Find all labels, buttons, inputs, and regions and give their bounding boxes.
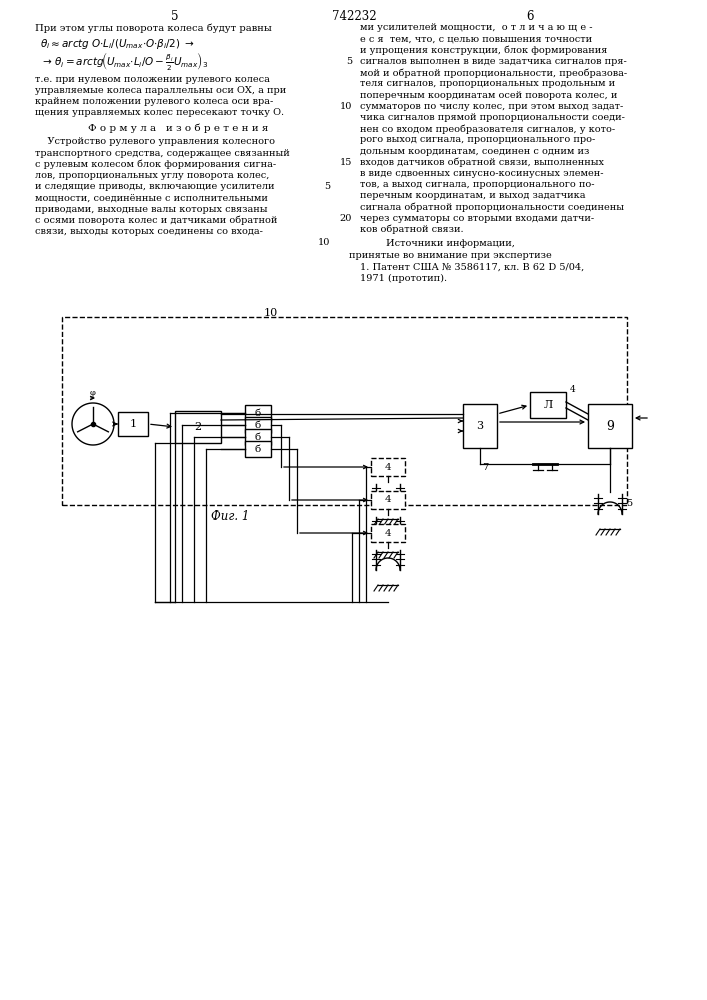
Bar <box>62 317 627 505</box>
Text: приводами, выходные валы которых связаны: приводами, выходные валы которых связаны <box>35 205 267 214</box>
Text: 4: 4 <box>385 462 391 472</box>
Bar <box>371 458 405 476</box>
Bar <box>371 491 405 509</box>
Text: $\rightarrow\,\theta_i = arctg\!\left(U_{max}{\cdot}L_i / O - \frac{\beta_i}{2}U: $\rightarrow\,\theta_i = arctg\!\left(U_… <box>40 50 209 72</box>
Text: 5: 5 <box>346 57 352 66</box>
Text: 4: 4 <box>385 495 391 504</box>
Bar <box>245 429 271 445</box>
Text: б: б <box>255 432 261 442</box>
Text: Фиг. 1: Фиг. 1 <box>211 510 249 524</box>
Text: тов, а выход сигнала, пропорционального по-: тов, а выход сигнала, пропорционального … <box>360 180 595 189</box>
Text: б: б <box>255 444 261 454</box>
Text: и следящие приводы, включающие усилители: и следящие приводы, включающие усилители <box>35 182 274 191</box>
Text: 15: 15 <box>339 158 352 167</box>
Bar <box>245 441 271 457</box>
Bar <box>463 404 497 448</box>
Text: крайнем положении рулевого колеса оси вра-: крайнем положении рулевого колеса оси вр… <box>35 97 273 106</box>
Text: и упрощения конструкции, блок формирования: и упрощения конструкции, блок формирован… <box>360 46 607 55</box>
Text: т.е. при нулевом положении рулевого колеса: т.е. при нулевом положении рулевого коле… <box>35 75 270 84</box>
Text: Источники информации,: Источники информации, <box>385 239 515 248</box>
Bar <box>175 411 221 443</box>
Text: лов, пропорциональных углу поворота колес,: лов, пропорциональных углу поворота коле… <box>35 171 269 180</box>
Text: рого выход сигнала, пропорционального про-: рого выход сигнала, пропорционального пр… <box>360 135 595 144</box>
Bar <box>245 405 271 421</box>
Text: поперечным координатам осей поворота колес, и: поперечным координатам осей поворота кол… <box>360 91 617 100</box>
Text: б: б <box>255 420 261 430</box>
Text: 10: 10 <box>317 238 330 247</box>
Text: 10: 10 <box>264 308 278 318</box>
Text: входов датчиков обратной связи, выполненных: входов датчиков обратной связи, выполнен… <box>360 158 604 167</box>
Text: Л: Л <box>544 400 553 410</box>
Text: б: б <box>255 408 261 418</box>
Text: 5: 5 <box>626 499 632 508</box>
Text: Ф о р м у л а   и з о б р е т е н и я: Ф о р м у л а и з о б р е т е н и я <box>88 123 268 133</box>
Text: мощности, соединённые с исполнительными: мощности, соединённые с исполнительными <box>35 194 268 202</box>
Text: сигнала обратной пропорциональности соединены: сигнала обратной пропорциональности соед… <box>360 202 624 212</box>
Text: нен со входом преобразователя сигналов, у кото-: нен со входом преобразователя сигналов, … <box>360 124 615 134</box>
Text: 10: 10 <box>339 102 352 111</box>
Text: 1971 (прототип).: 1971 (прототип). <box>360 273 447 283</box>
Text: связи, выходы которых соединены со входа-: связи, выходы которых соединены со входа… <box>35 227 263 236</box>
Text: 5: 5 <box>324 182 330 191</box>
Text: 1: 1 <box>129 419 136 429</box>
Text: транспортного средства, содержащее связанный: транспортного средства, содержащее связа… <box>35 149 290 158</box>
Text: ков обратной связи.: ков обратной связи. <box>360 225 464 234</box>
Text: φ: φ <box>90 389 96 397</box>
Text: в виде сдвоенных синусно-косинусных элемен-: в виде сдвоенных синусно-косинусных элем… <box>360 169 604 178</box>
Text: 9: 9 <box>606 420 614 432</box>
Text: е с я  тем, что, с целью повышения точности: е с я тем, что, с целью повышения точнос… <box>360 35 592 44</box>
Text: дольным координатам, соединен с одним из: дольным координатам, соединен с одним из <box>360 147 590 156</box>
Text: теля сигналов, пропорциональных продольным и: теля сигналов, пропорциональных продольн… <box>360 80 615 89</box>
Text: 1. Патент США № 3586117, кл. В 62 D 5/04,: 1. Патент США № 3586117, кл. В 62 D 5/04… <box>360 262 584 271</box>
Text: через сумматоры со вторыми входами датчи-: через сумматоры со вторыми входами датчи… <box>360 214 594 223</box>
Text: 7: 7 <box>482 464 489 473</box>
Text: принятые во внимание при экспертизе: принятые во внимание при экспертизе <box>349 250 551 259</box>
Bar <box>530 392 566 418</box>
Bar <box>245 417 271 433</box>
Text: $\theta_i \approx arctg\;O{\cdot}L_i / (U_{max}{\cdot}O{\cdot}\beta_i/2)\;\right: $\theta_i \approx arctg\;O{\cdot}L_i / (… <box>40 37 194 51</box>
Text: мой и обратной пропорциональности, преобразова-: мой и обратной пропорциональности, преоб… <box>360 68 627 78</box>
Text: Устройство рулевого управления колесного: Устройство рулевого управления колесного <box>35 137 275 146</box>
Text: управляемые колеса параллельны оси ОХ, а при: управляемые колеса параллельны оси ОХ, а… <box>35 86 286 95</box>
Text: с осями поворота колес и датчиками обратной: с осями поворота колес и датчиками обрат… <box>35 216 277 225</box>
Text: чика сигналов прямой пропорциональности соеди-: чика сигналов прямой пропорциональности … <box>360 113 625 122</box>
Text: 20: 20 <box>339 214 352 223</box>
Text: перечным координатам, и выход задатчика: перечным координатам, и выход задатчика <box>360 192 585 200</box>
Text: 5: 5 <box>171 9 179 22</box>
Text: 4: 4 <box>570 385 575 394</box>
Text: с рулевым колесом блок формирования сигна-: с рулевым колесом блок формирования сигн… <box>35 160 276 169</box>
Text: 4: 4 <box>385 528 391 538</box>
Text: щения управляемых колес пересекают точку О.: щения управляемых колес пересекают точку… <box>35 108 284 117</box>
Text: При этом углы поворота колеса будут равны: При этом углы поворота колеса будут равн… <box>35 23 271 33</box>
Bar <box>588 404 632 448</box>
Text: 3: 3 <box>477 421 484 431</box>
Bar <box>118 412 148 436</box>
Text: сигналов выполнен в виде задатчика сигналов пря-: сигналов выполнен в виде задатчика сигна… <box>360 57 626 66</box>
Text: сумматоров по числу колес, при этом выход задат-: сумматоров по числу колес, при этом выхо… <box>360 102 624 111</box>
Bar <box>371 524 405 542</box>
Text: 742232: 742232 <box>332 9 376 22</box>
Text: ми усилителей мощности,  о т л и ч а ю щ е -: ми усилителей мощности, о т л и ч а ю щ … <box>360 23 592 32</box>
Text: 2: 2 <box>194 422 201 432</box>
Text: 6: 6 <box>526 9 534 22</box>
